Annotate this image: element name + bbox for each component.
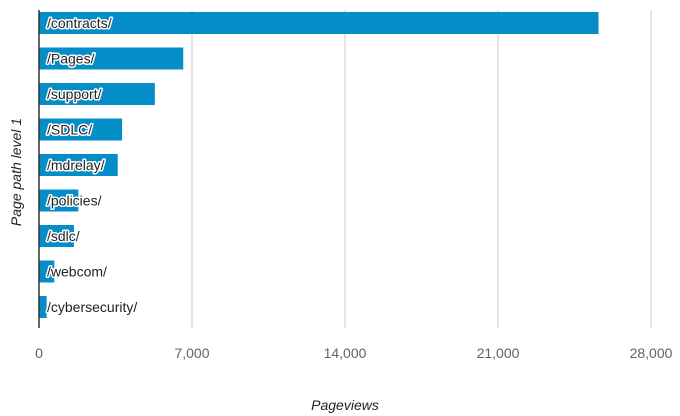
bar: [39, 12, 599, 34]
bar: [39, 225, 74, 247]
bar-category-label: /contracts/: [47, 15, 112, 31]
bar: [39, 154, 118, 176]
bar-category-label: /support/: [47, 86, 102, 102]
bar: [39, 118, 123, 141]
x-axis-title: Pageviews: [311, 397, 379, 413]
bar: [39, 260, 55, 283]
bar-category-label: /mdrelay/: [47, 157, 105, 173]
x-tick-label: 14,000: [324, 345, 367, 361]
x-tick-label: 0: [35, 345, 43, 361]
bar: [39, 47, 184, 70]
bar: [39, 83, 155, 105]
x-tick-labels: 0 7,000 14,000 21,000 28,000: [35, 345, 673, 361]
y-axis-title: Page path level 1: [8, 118, 24, 226]
bar-category-label: /sdlc/: [47, 228, 80, 244]
bar: [39, 296, 47, 318]
bar-labels: /contracts/ /Pages/ /support/ /SDLC/ /mdrela…: [46, 14, 139, 317]
bar-category-label: /SDLC/: [47, 122, 92, 138]
bar-category-label: /Pages/: [47, 51, 95, 67]
bar-category-label: /webcom/: [47, 264, 107, 280]
x-tick-label: 7,000: [174, 345, 209, 361]
bar-category-label: /policies/: [47, 193, 102, 209]
x-tick-label: 21,000: [477, 345, 520, 361]
gridlines: [191, 10, 652, 328]
x-tick-label: 28,000: [630, 345, 673, 361]
bar: [39, 189, 79, 212]
bars: [39, 12, 599, 318]
bar-category-label: /cybersecurity/: [47, 299, 137, 315]
